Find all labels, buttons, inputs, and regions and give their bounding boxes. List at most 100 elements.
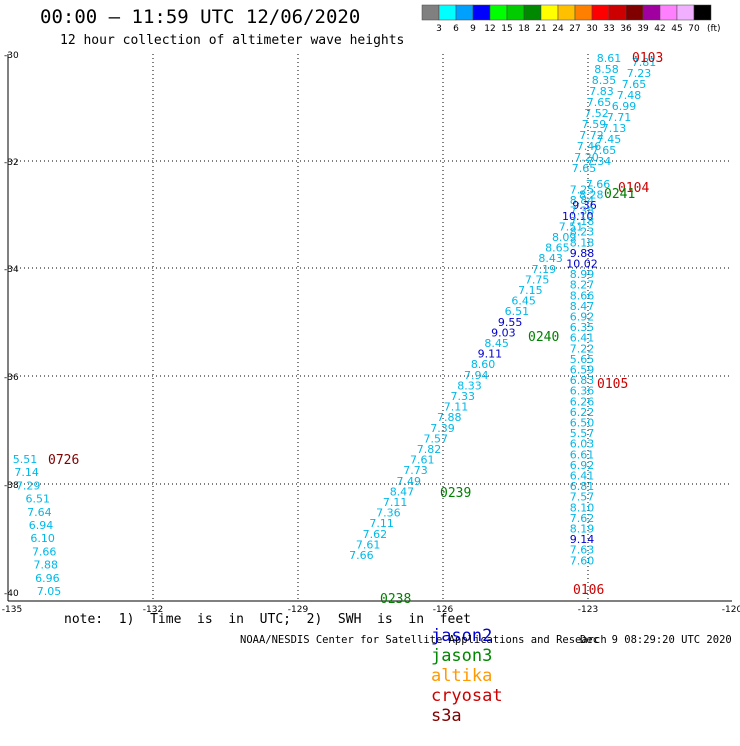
wave-height-label: 7.65 (572, 162, 597, 175)
wave-height-label: 7.63 (570, 544, 595, 557)
wave-height-label: 8.33 (457, 379, 482, 392)
wave-height-label: 6.45 (511, 295, 536, 308)
wave-height-label: 5.51 (13, 453, 38, 466)
wave-height-label: 10.10 (562, 210, 594, 223)
wave-height-label: 7.38 (570, 205, 595, 218)
color-scale-tick: 33 (603, 24, 614, 34)
wave-height-label: 7.36 (376, 507, 401, 520)
wave-height-label: 9.14 (570, 533, 595, 546)
wave-height-label: 6.26 (570, 395, 595, 408)
wave-height-label: 6.94 (29, 519, 54, 532)
wave-height-label: 7.25 (570, 183, 595, 196)
latitude-tick: -32 (4, 158, 19, 168)
color-scale-tick: 15 (501, 24, 512, 34)
wave-height-label: 5.57 (570, 427, 595, 440)
color-scale-tick: 39 (637, 24, 649, 34)
longitude-tick: -120 (722, 605, 740, 615)
pass-time-label: 0241 (604, 187, 635, 202)
wave-height-label: 7.18 (570, 215, 595, 228)
wave-height-label: 7.11 (444, 401, 469, 414)
wave-height-label: 8.99 (570, 268, 595, 281)
wave-height-label: 7.65 (587, 96, 612, 109)
wave-height-label: 7.33 (451, 390, 476, 403)
satellite-tracks: 8.61 7.818.58 7.238.35 7.657.83 7.487.65 6.99… (13, 51, 664, 607)
wave-height-label: 7.73 (403, 464, 428, 477)
color-scale-tick: 12 (484, 24, 495, 34)
longitude-tick: -135 (2, 605, 22, 615)
wave-height-label: 8.45 (484, 337, 509, 350)
wave-height-label: 8.10 (570, 501, 595, 514)
wave-height-label: 7.49 (396, 475, 421, 488)
wave-height-label: 7.83 (589, 85, 614, 98)
wave-height-label: 7.52 (584, 107, 609, 120)
wave-height-label: 6.99 (612, 100, 637, 113)
latitude-tick: -40 (4, 589, 19, 599)
color-swatch (540, 4, 559, 21)
wave-height-label: 6.03 (570, 438, 595, 451)
color-swatch (455, 4, 474, 21)
map-grid (8, 54, 732, 601)
color-swatch (642, 4, 661, 21)
wave-height-label: 6.92 (570, 311, 595, 324)
color-scale-legend: 3 6 9 12 15 18 21 24 27 30 33 36 39 42 45 70 (ft) (421, 4, 721, 34)
longitude-tick: -126 (433, 605, 454, 615)
wave-height-label: 7.05 (37, 585, 62, 598)
wave-height-label: 7.88 (34, 559, 59, 572)
color-scale-tick: 18 (518, 24, 530, 34)
color-scale-tick: 6 (453, 24, 459, 34)
wave-height-label: 8.19 (570, 523, 595, 536)
wave-height-label: 7.64 (27, 506, 52, 519)
wave-height-label: 6.50 (570, 417, 595, 430)
wave-height-label: 6.35 (570, 321, 595, 334)
pass-time-label: 0726 (48, 453, 79, 468)
wave-height-label: 7.14 (14, 466, 39, 479)
wave-height-label: 6.22 (570, 406, 595, 419)
color-scale-tick: 9 (470, 24, 476, 34)
wave-height-label: 7.66 (349, 549, 374, 562)
color-scale-tick: 36 (620, 24, 632, 34)
wave-height-label: 9.88 (570, 247, 595, 260)
satellite-altika: altika (430, 666, 493, 686)
color-scale-tick: 30 (586, 24, 598, 34)
color-swatch (574, 4, 593, 21)
wave-height-label: 7.23 (627, 67, 652, 80)
wave-height-label: 8.58 (594, 63, 619, 76)
wave-height-label: 7.19 (532, 263, 557, 276)
wave-height-label: 7.71 (607, 111, 632, 124)
wave-height-label: 6.10 (30, 532, 55, 545)
color-swatch (676, 4, 695, 21)
wave-height-label: 7.59 (582, 118, 607, 131)
wave-height-label: 7.65 (622, 78, 647, 91)
wave-height-label: 5.65 (570, 353, 595, 366)
map-subtitle: 12 hour collection of altimeter wave hei… (60, 33, 405, 48)
wave-height-label: 8.61 (597, 52, 622, 65)
map-axes: -135 -132 -129 -126 -123 -120 -30 -32 -34 -36 -38 -… (2, 51, 740, 615)
wave-height-label: 8.66 (570, 289, 595, 302)
pass-time-label: 0105 (597, 377, 628, 392)
wave-height-label: 7.82 (417, 443, 442, 456)
color-scale-tick: 24 (552, 24, 564, 34)
wave-height-label: 8.43 (538, 252, 563, 265)
altimeter-map: 3 6 9 12 15 18 21 24 27 30 33 36 39 42 45 70 (ft) -135 -1… (2, 4, 740, 615)
pass-time-label: 0239 (440, 486, 471, 501)
wave-height-label: 7.57 (423, 432, 448, 445)
wave-height-label: 7.81 (632, 56, 657, 69)
color-swatch (557, 4, 576, 21)
wave-height-label: 8.28 (579, 189, 604, 202)
latitude-tick: -38 (4, 481, 19, 491)
wave-height-label: 6.61 (570, 448, 595, 461)
wave-height-label: 8.35 (592, 74, 617, 87)
color-swatch (625, 4, 644, 21)
wave-height-label: 8.27 (570, 279, 595, 292)
wave-height-label: 7.62 (570, 512, 595, 525)
wave-height-label: 7.11 (369, 517, 394, 530)
wave-height-label: 8.18 (570, 236, 595, 249)
color-swatch (608, 4, 627, 21)
wave-height-label: 7.88 (437, 411, 462, 424)
wave-height-label: 7.48 (617, 89, 642, 102)
wave-height-label: 7.46 (577, 140, 602, 153)
pass-time-label: 0240 (528, 330, 559, 345)
longitude-tick: -123 (578, 605, 598, 615)
wave-height-label: 6.36 (570, 385, 595, 398)
wave-height-label: 9.55 (498, 316, 523, 329)
